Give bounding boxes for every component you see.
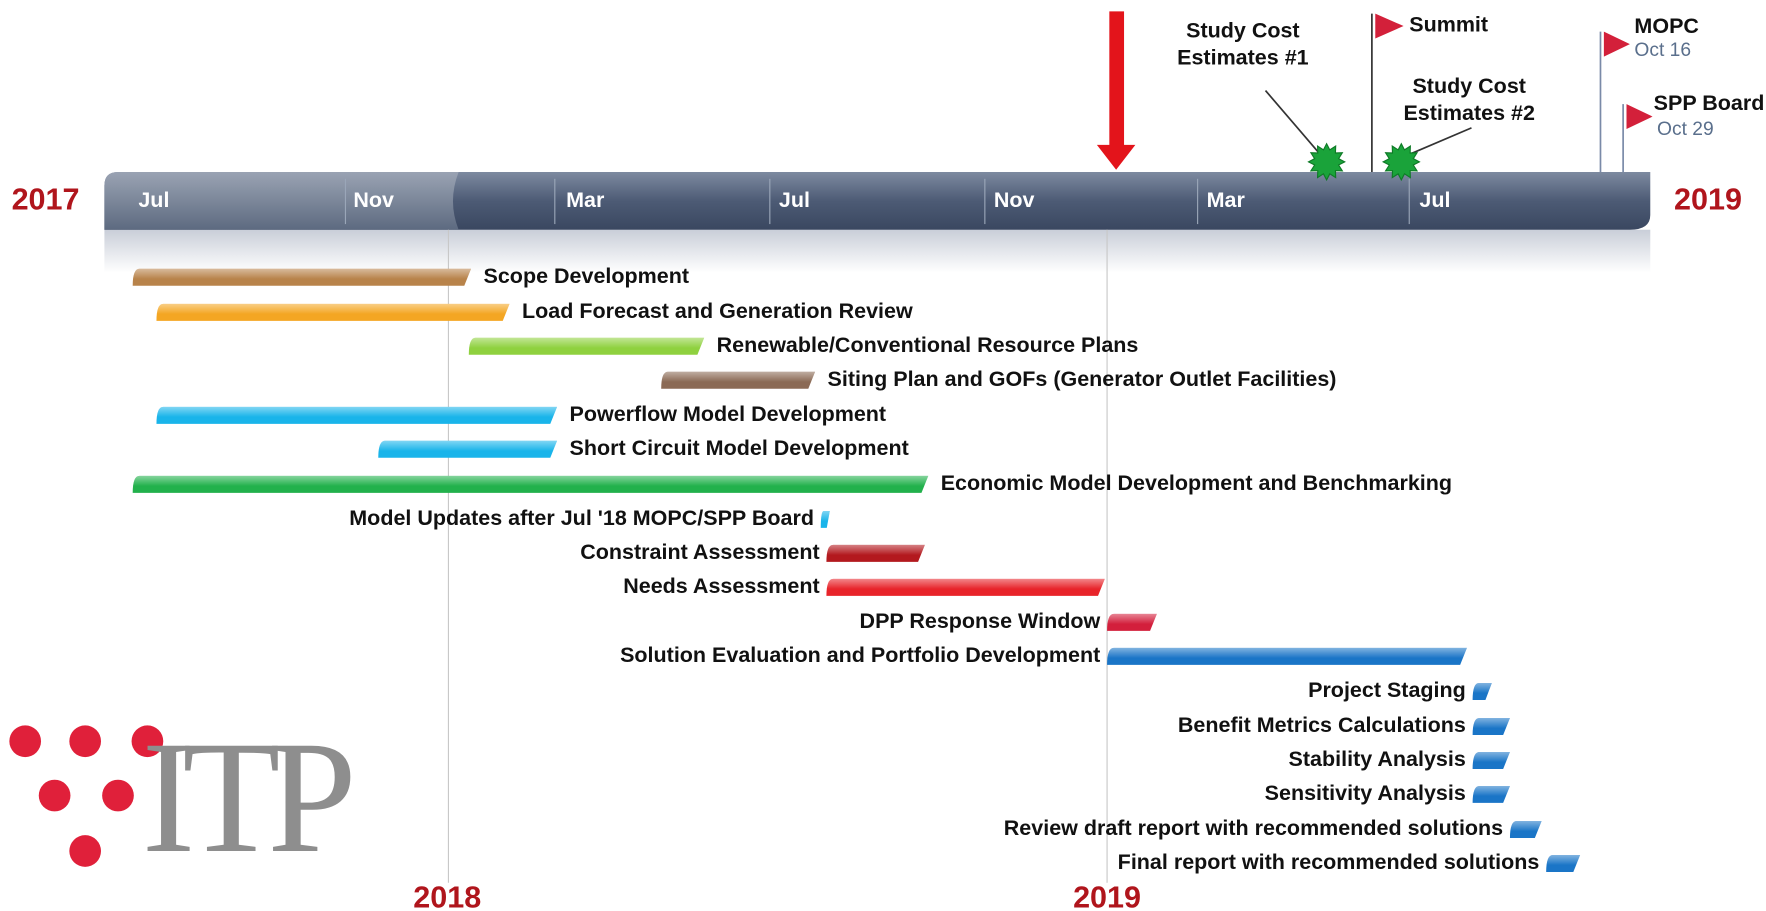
task-bar-gloss (1472, 718, 1510, 736)
task-label: DPP Response Window (860, 609, 1101, 633)
month-label: Jul (779, 188, 810, 212)
year-mark: 2018 (413, 881, 481, 911)
task-bar-gloss (1472, 751, 1510, 769)
logo-text: ITP (142, 708, 357, 886)
milestone-date: Oct 16 (1634, 40, 1691, 61)
task-label: Constraint Assessment (580, 540, 819, 564)
star (1307, 142, 1346, 182)
task-bar-gloss (132, 475, 929, 493)
milestone-label: Estimates #1 (1177, 46, 1309, 70)
timeline-shadow (104, 229, 1651, 273)
logo-dots (9, 725, 164, 867)
leader-line (1264, 89, 1321, 155)
task-bar-gloss (1509, 821, 1542, 839)
task-bar-gloss (132, 268, 472, 286)
leader-line (1410, 127, 1472, 155)
task-label: Load Forecast and Generation Review (522, 299, 913, 323)
month-label: Nov (994, 188, 1035, 212)
flag (1626, 104, 1653, 130)
timeline-bar (104, 172, 1651, 230)
milestone-label: Summit (1409, 13, 1488, 37)
year-end: 2019 (1674, 183, 1742, 217)
task-bar-gloss (1546, 854, 1581, 872)
timeline-elapsed (104, 172, 459, 230)
flag (1603, 31, 1630, 57)
task-bar-gloss (1472, 682, 1492, 700)
milestone-date: Oct 29 (1657, 119, 1714, 140)
task-bar-gloss (156, 303, 510, 321)
month-label: Nov (353, 188, 394, 212)
task-label: Short Circuit Model Development (570, 436, 909, 460)
milestone-label: Study Cost (1186, 18, 1299, 42)
task-bar-gloss (1107, 613, 1157, 631)
milestone-label: MOPC (1634, 14, 1699, 38)
month-separators (344, 178, 1410, 225)
star (1381, 142, 1421, 182)
task-label: Benefit Metrics Calculations (1178, 713, 1466, 737)
month-label: Jul (1419, 188, 1450, 212)
task-bar-gloss (661, 371, 816, 389)
task-bar-gloss (1472, 785, 1510, 803)
task-bar-gloss (1107, 647, 1467, 665)
task-label: Renewable/Conventional Resource Plans (717, 333, 1139, 357)
month-label: Mar (1207, 188, 1246, 212)
task-bar-gloss (156, 406, 558, 424)
task-bar-gloss (826, 544, 925, 562)
milestone-label: Estimates #2 (1403, 101, 1535, 125)
month-label: Mar (566, 188, 605, 212)
task-label: Sensitivity Analysis (1265, 781, 1466, 805)
task-label: Scope Development (484, 264, 689, 288)
task-label: Model Updates after Jul '18 MOPC/SPP Boa… (349, 506, 814, 530)
task-bar-gloss (820, 510, 830, 528)
task-label: Review draft report with recommended sol… (1004, 816, 1503, 840)
flag (1375, 13, 1404, 39)
task-label: Final report with recommended solutions (1118, 850, 1540, 874)
task-label: Solution Evaluation and Portfolio Develo… (620, 643, 1100, 667)
task-label: Economic Model Development and Benchmark… (941, 471, 1452, 495)
today-arrow (1096, 11, 1136, 170)
year-start: 2017 (12, 183, 80, 217)
year-mark: 2019 (1073, 881, 1141, 911)
milestone-label: Study Cost (1412, 74, 1525, 98)
month-label: Jul (138, 188, 169, 212)
task-bar-gloss (378, 440, 558, 458)
task-label: Stability Analysis (1289, 747, 1466, 771)
task-bar-gloss (826, 578, 1105, 596)
task-label: Needs Assessment (623, 574, 819, 598)
milestone-stars (1307, 142, 1421, 182)
task-bar-gloss (468, 337, 705, 355)
task-label: Project Staging (1308, 678, 1466, 702)
task-label: Siting Plan and GOFs (Generator Outlet F… (828, 367, 1337, 391)
task-label: Powerflow Model Development (570, 402, 887, 426)
milestone-label: SPP Board (1654, 91, 1765, 115)
